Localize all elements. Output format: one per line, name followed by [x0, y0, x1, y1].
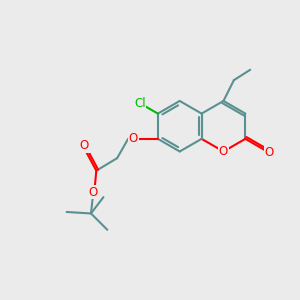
Text: O: O: [129, 132, 138, 146]
Text: Cl: Cl: [134, 97, 146, 110]
Text: O: O: [80, 140, 89, 152]
Text: O: O: [219, 145, 228, 158]
Text: O: O: [265, 146, 274, 159]
Text: O: O: [89, 186, 98, 199]
